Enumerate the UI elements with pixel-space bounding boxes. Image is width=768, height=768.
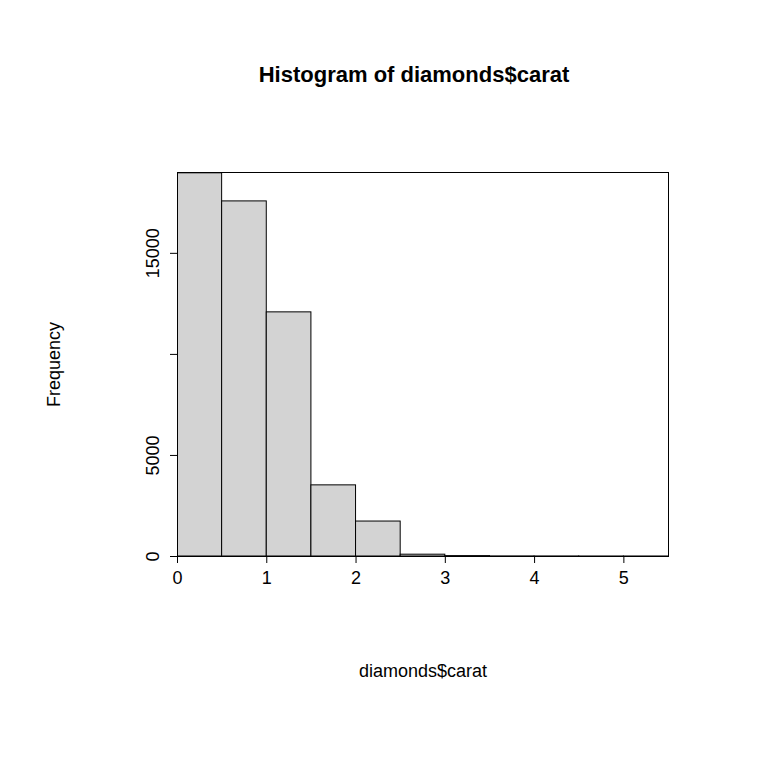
svg-text:15000: 15000 — [143, 228, 163, 278]
svg-text:0: 0 — [143, 551, 163, 561]
svg-text:2: 2 — [351, 568, 361, 588]
svg-text:diamonds$carat: diamonds$carat — [359, 661, 487, 681]
svg-text:5000: 5000 — [143, 435, 163, 475]
html-text:Histogram of diamonds$carat: Histogram of diamonds$carat — [258, 62, 570, 87]
svg-text:5: 5 — [619, 568, 629, 588]
svg-text:4: 4 — [530, 568, 540, 588]
svg-text:1: 1 — [262, 568, 272, 588]
svg-text:3: 3 — [440, 568, 450, 588]
svg-text:0: 0 — [172, 568, 182, 588]
svg-text:Frequency: Frequency — [44, 322, 64, 407]
